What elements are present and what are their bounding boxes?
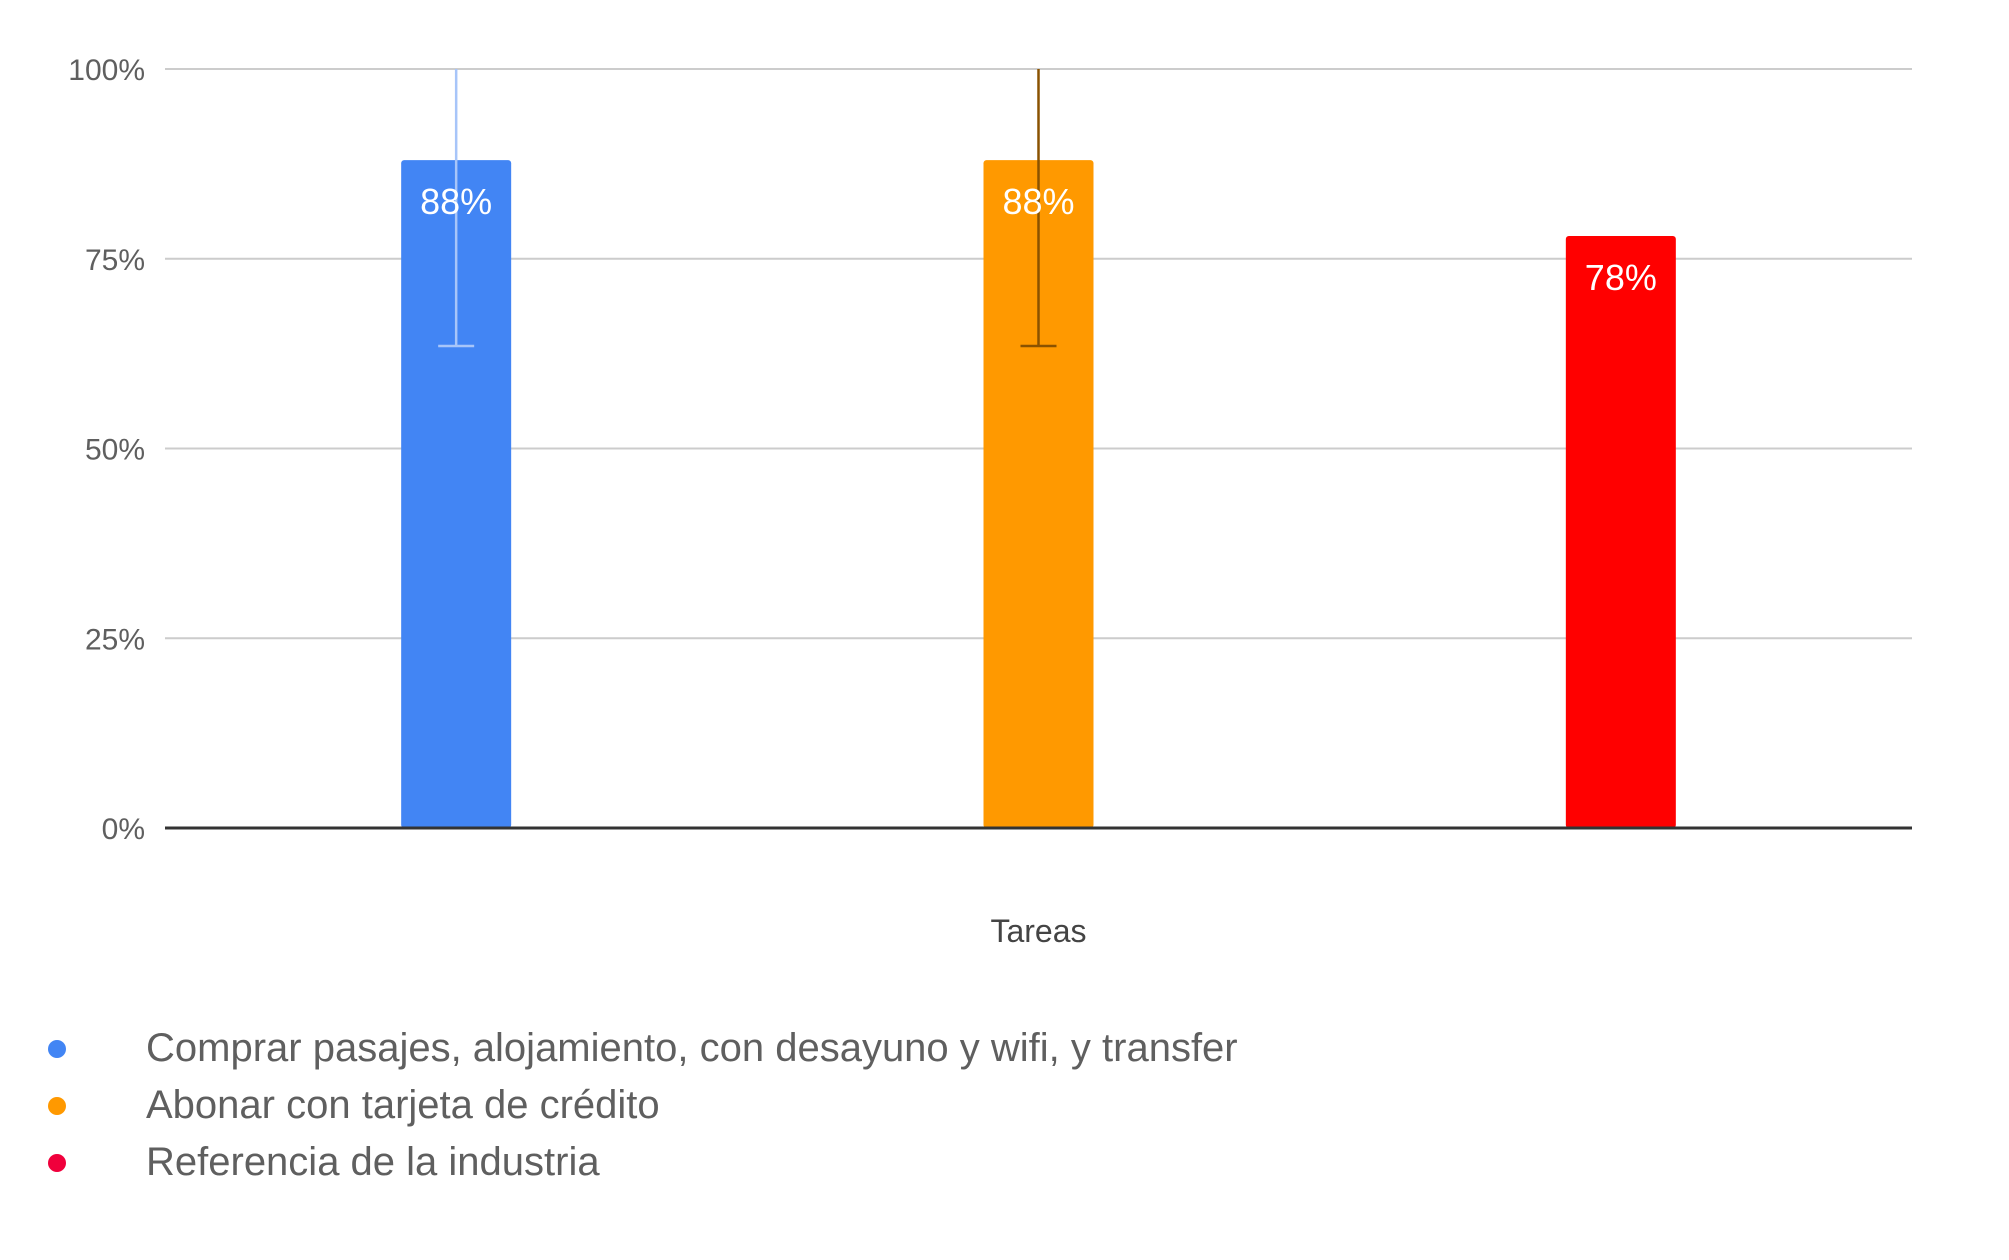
legend-label: Comprar pasajes, alojamiento, con desayu… <box>146 1026 1238 1070</box>
legend-label: Referencia de la industria <box>146 1140 600 1184</box>
legend-label: Abonar con tarjeta de crédito <box>146 1083 660 1127</box>
data-labels: 88% 88% 78% <box>420 181 1657 298</box>
bars <box>401 160 1676 829</box>
y-tick-label: 25% <box>85 623 145 656</box>
bar <box>983 160 1094 828</box>
data-label: 88% <box>420 181 492 222</box>
legend-dot <box>48 1153 66 1172</box>
data-label: 88% <box>1002 181 1074 222</box>
x-axis-title: Tareas <box>990 913 1086 949</box>
legend-item: Referencia de la industria <box>48 1134 1238 1191</box>
legend: Comprar pasajes, alojamiento, con desayu… <box>48 1020 1238 1191</box>
bar <box>401 160 512 828</box>
data-label: 78% <box>1585 257 1657 298</box>
error-bars <box>438 69 1057 348</box>
legend-item: Comprar pasajes, alojamiento, con desayu… <box>48 1020 1238 1077</box>
y-tick-label: 100% <box>68 54 145 87</box>
bar <box>1565 235 1676 829</box>
legend-item: Abonar con tarjeta de crédito <box>48 1077 1238 1134</box>
y-tick-label: 75% <box>85 244 145 277</box>
y-axis-tick-labels: 0% 25% 50% 75% 100% <box>68 54 145 846</box>
legend-dot <box>48 1096 66 1115</box>
y-tick-label: 0% <box>102 813 145 846</box>
y-tick-label: 50% <box>85 434 145 467</box>
legend-dot <box>48 1039 66 1058</box>
